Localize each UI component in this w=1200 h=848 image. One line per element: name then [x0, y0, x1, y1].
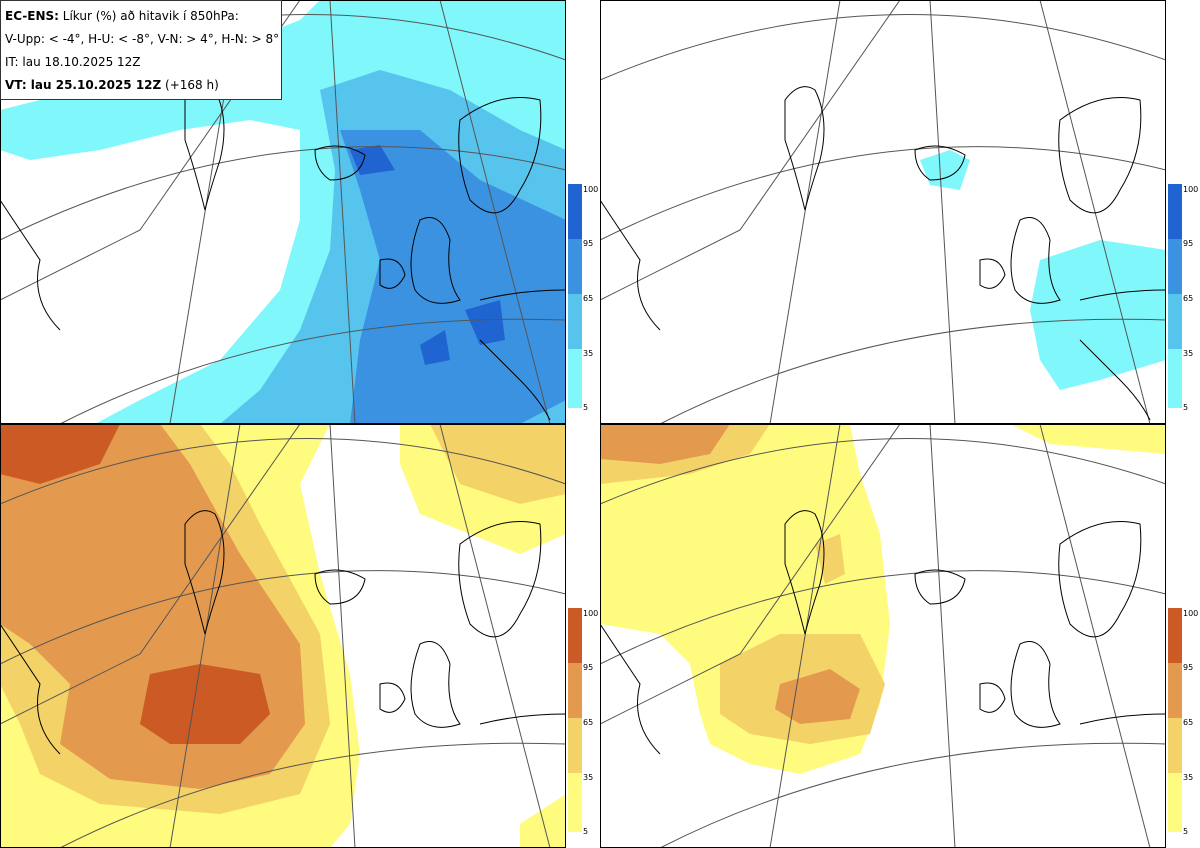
map-warm-plus4 [0, 424, 566, 848]
colorbar-tick: 95 [583, 663, 594, 672]
colorbar-tick: 65 [1183, 718, 1194, 727]
colorbar-tick: 95 [1183, 239, 1194, 248]
colorbar-cold-upper-left: 100 95 65 35 5 [568, 184, 608, 414]
map-panel-cold-minus4: EC-ENS: Líkur (%) að hitavik í 850hPa: V… [0, 0, 566, 424]
info-line-title: EC-ENS: Líkur (%) að hitavik í 850hPa: [5, 9, 239, 23]
forecast-info-box: EC-ENS: Líkur (%) að hitavik í 850hPa: V… [0, 0, 282, 100]
colorbar-tick: 5 [583, 827, 589, 836]
info-line-thresholds: V-Upp: < -4°, H-U: < -8°, V-N: > 4°, H-N… [5, 32, 280, 46]
map-panel-cold-minus8 [600, 0, 1166, 424]
colorbar-tick: 100 [1183, 609, 1199, 618]
info-line-valid-time: VT: lau 25.10.2025 12Z (+168 h) [5, 78, 219, 92]
map-warm-plus8 [600, 424, 1166, 848]
info-line-init-time: IT: lau 18.10.2025 12Z [5, 55, 141, 69]
colorbar-tick: 5 [1183, 403, 1189, 412]
colorbar-cold-upper-right: 100 95 65 35 5 [1168, 184, 1200, 414]
colorbar-tick: 5 [583, 403, 589, 412]
colorbar-tick: 100 [583, 609, 599, 618]
colorbar-tick: 35 [583, 773, 594, 782]
colorbar-tick: 65 [583, 294, 594, 303]
colorbar-tick: 95 [583, 239, 594, 248]
colorbar-tick: 35 [1183, 773, 1194, 782]
colorbar-warm-lower-left: 100 95 65 35 5 [568, 608, 608, 838]
colorbar-tick: 5 [1183, 827, 1189, 836]
map-panel-warm-plus4 [0, 424, 566, 848]
colorbar-tick: 65 [583, 718, 594, 727]
map-panel-warm-plus8 [600, 424, 1166, 848]
colorbar-tick: 100 [583, 185, 599, 194]
map-cold-minus8 [600, 0, 1166, 424]
colorbar-tick: 95 [1183, 663, 1194, 672]
colorbar-tick: 35 [1183, 349, 1194, 358]
map-cold-minus4 [0, 0, 566, 424]
colorbar-tick: 35 [583, 349, 594, 358]
colorbar-tick: 100 [1183, 185, 1199, 194]
colorbar-tick: 65 [1183, 294, 1194, 303]
colorbar-warm-lower-right: 100 95 65 35 5 [1168, 608, 1200, 838]
